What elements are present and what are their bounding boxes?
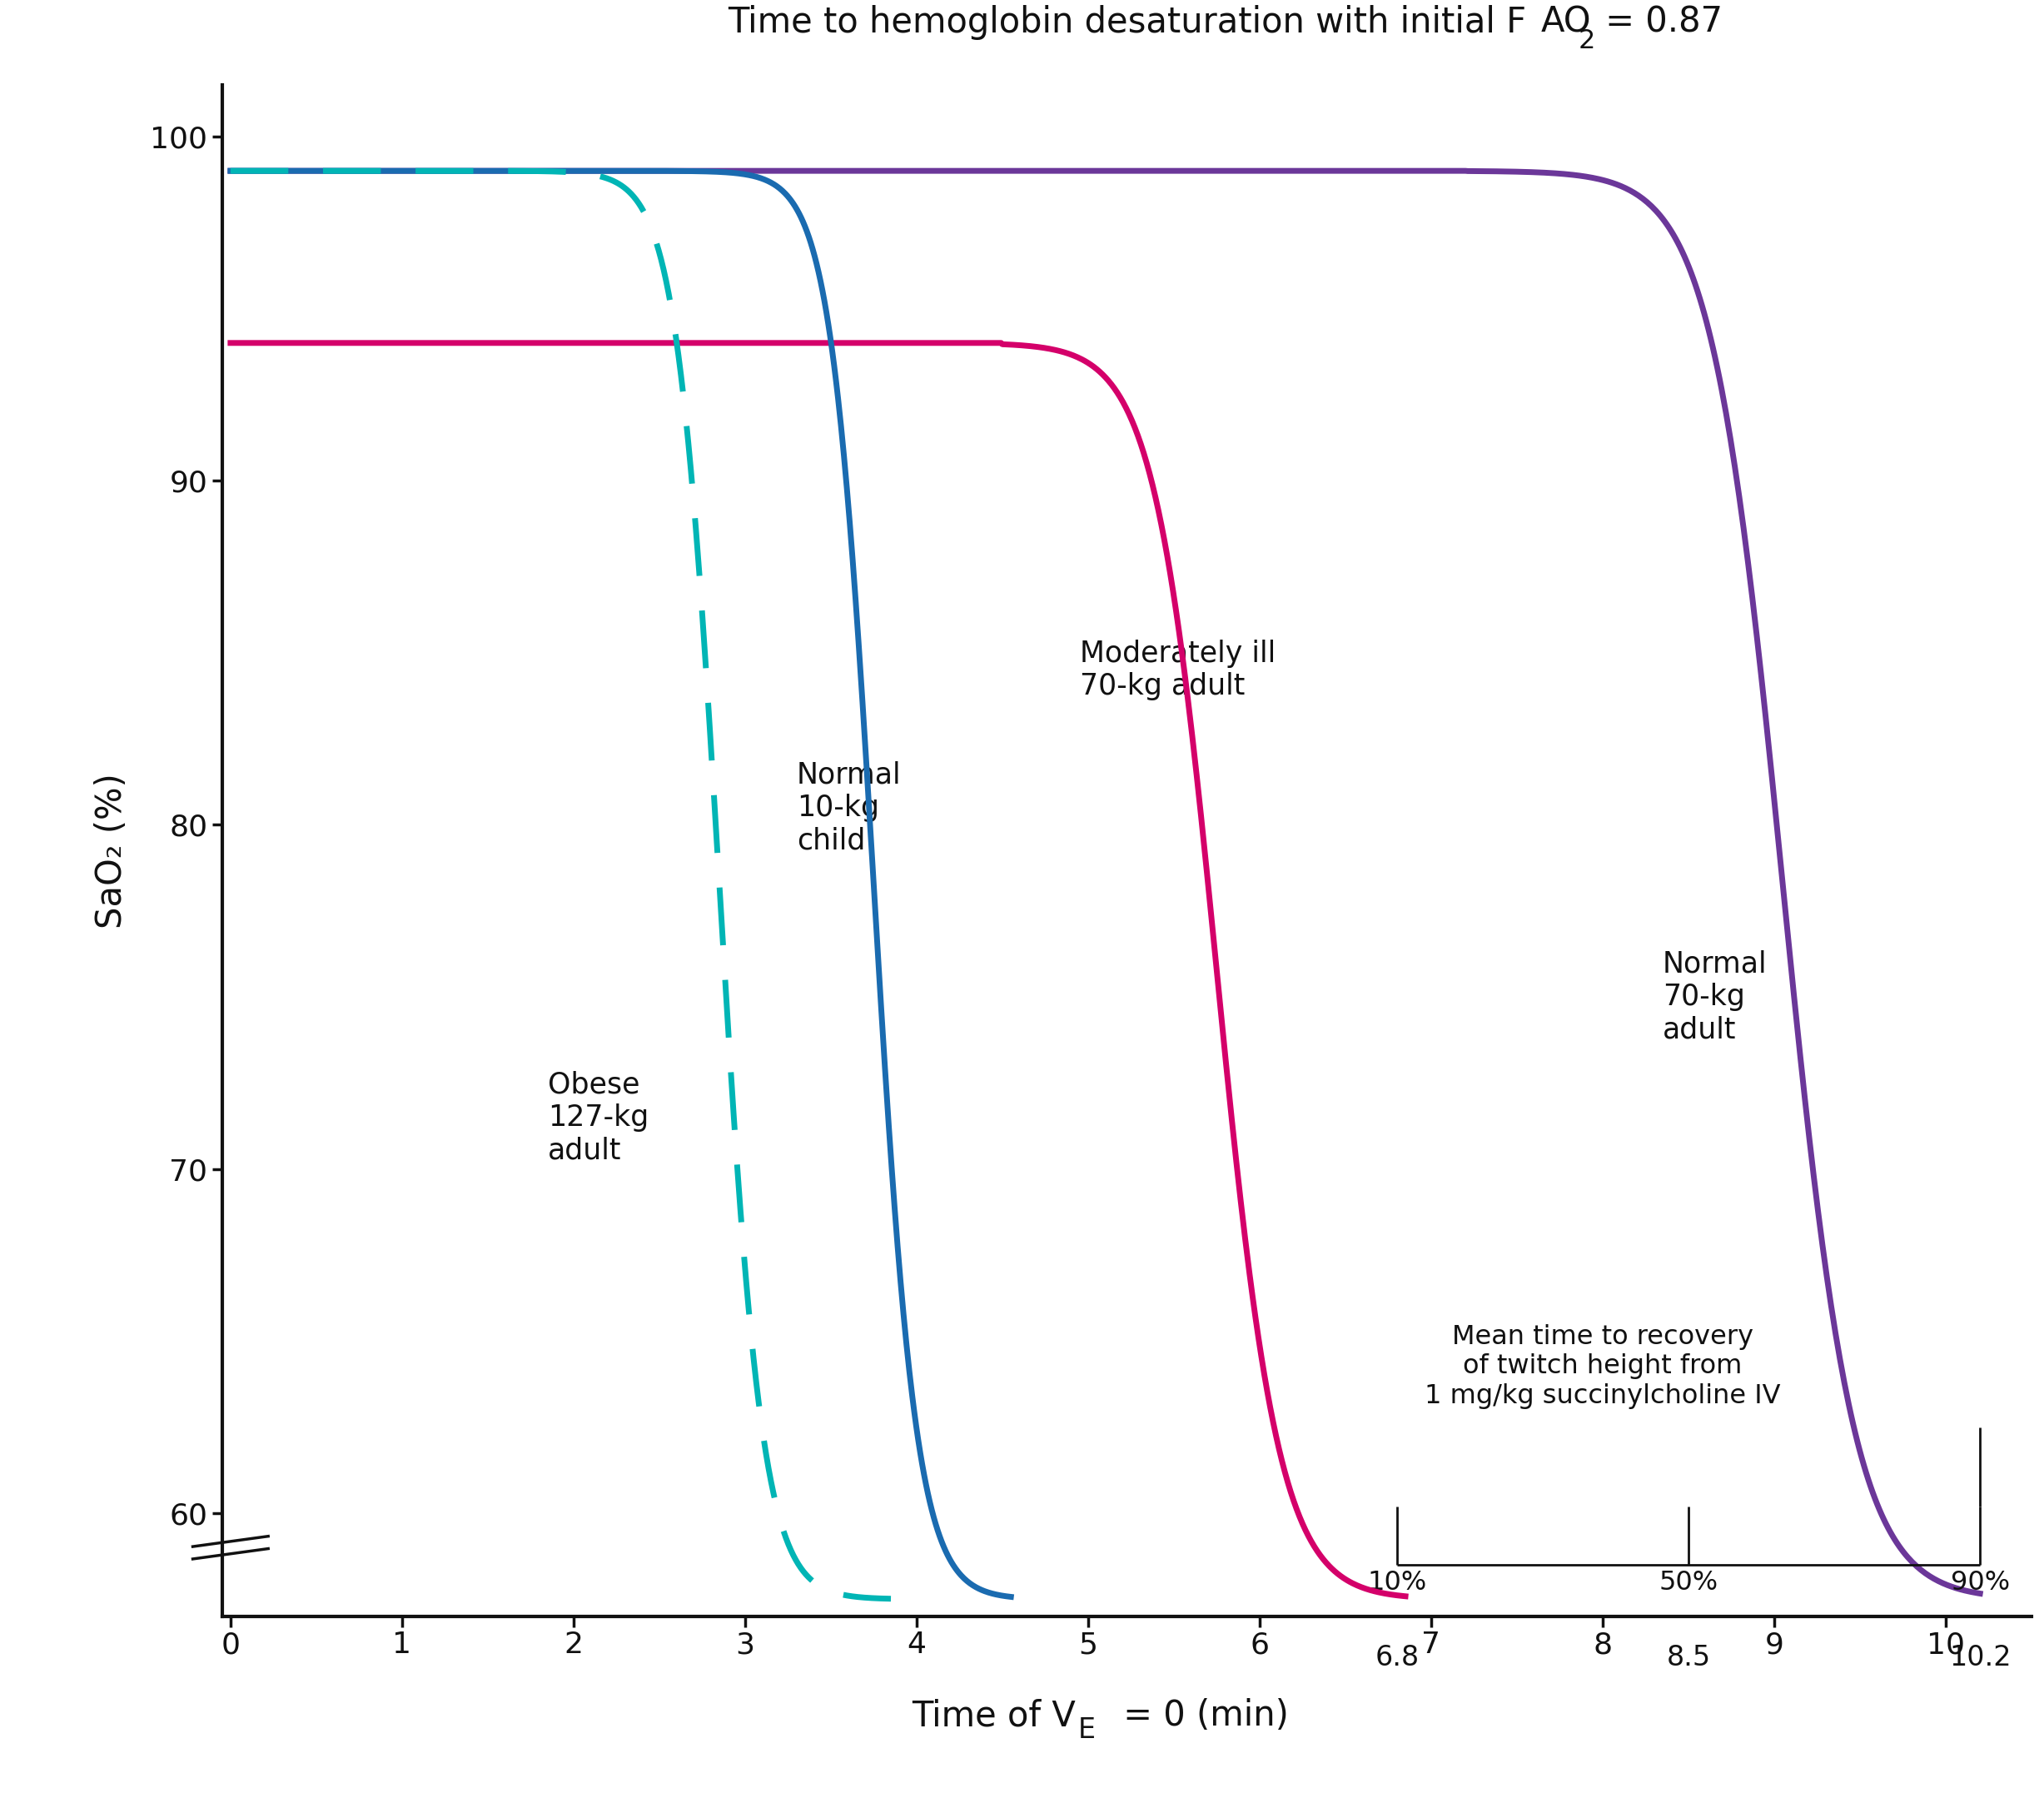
Text: Mean time to recovery
of twitch height from
1 mg/kg succinylcholine IV: Mean time to recovery of twitch height f… (1425, 1323, 1780, 1408)
Text: 6.8: 6.8 (1376, 1643, 1419, 1671)
Text: Time to hemoglobin desaturation with initial F: Time to hemoglobin desaturation with ini… (728, 5, 1527, 40)
Text: 10%: 10% (1367, 1569, 1427, 1596)
Text: Time of V: Time of V (912, 1698, 1075, 1734)
Text: Normal
70-kg
adult: Normal 70-kg adult (1662, 949, 1768, 1043)
Y-axis label: SaO₂ (%): SaO₂ (%) (94, 772, 129, 928)
Text: Normal
10-kg
child: Normal 10-kg child (797, 761, 901, 855)
Text: 8.5: 8.5 (1666, 1643, 1711, 1671)
Text: = 0.87: = 0.87 (1594, 5, 1723, 40)
Text: E: E (1077, 1716, 1096, 1745)
Text: = 0 (min): = 0 (min) (1112, 1698, 1290, 1734)
Text: AO: AO (1541, 5, 1590, 40)
Text: 2: 2 (1578, 29, 1594, 54)
Text: 10.2: 10.2 (1950, 1643, 2011, 1671)
Text: 90%: 90% (1950, 1569, 2009, 1596)
Text: Moderately ill
70-kg adult: Moderately ill 70-kg adult (1079, 640, 1275, 700)
Text: Obese
127-kg
adult: Obese 127-kg adult (548, 1070, 648, 1164)
Text: 50%: 50% (1660, 1569, 1719, 1596)
